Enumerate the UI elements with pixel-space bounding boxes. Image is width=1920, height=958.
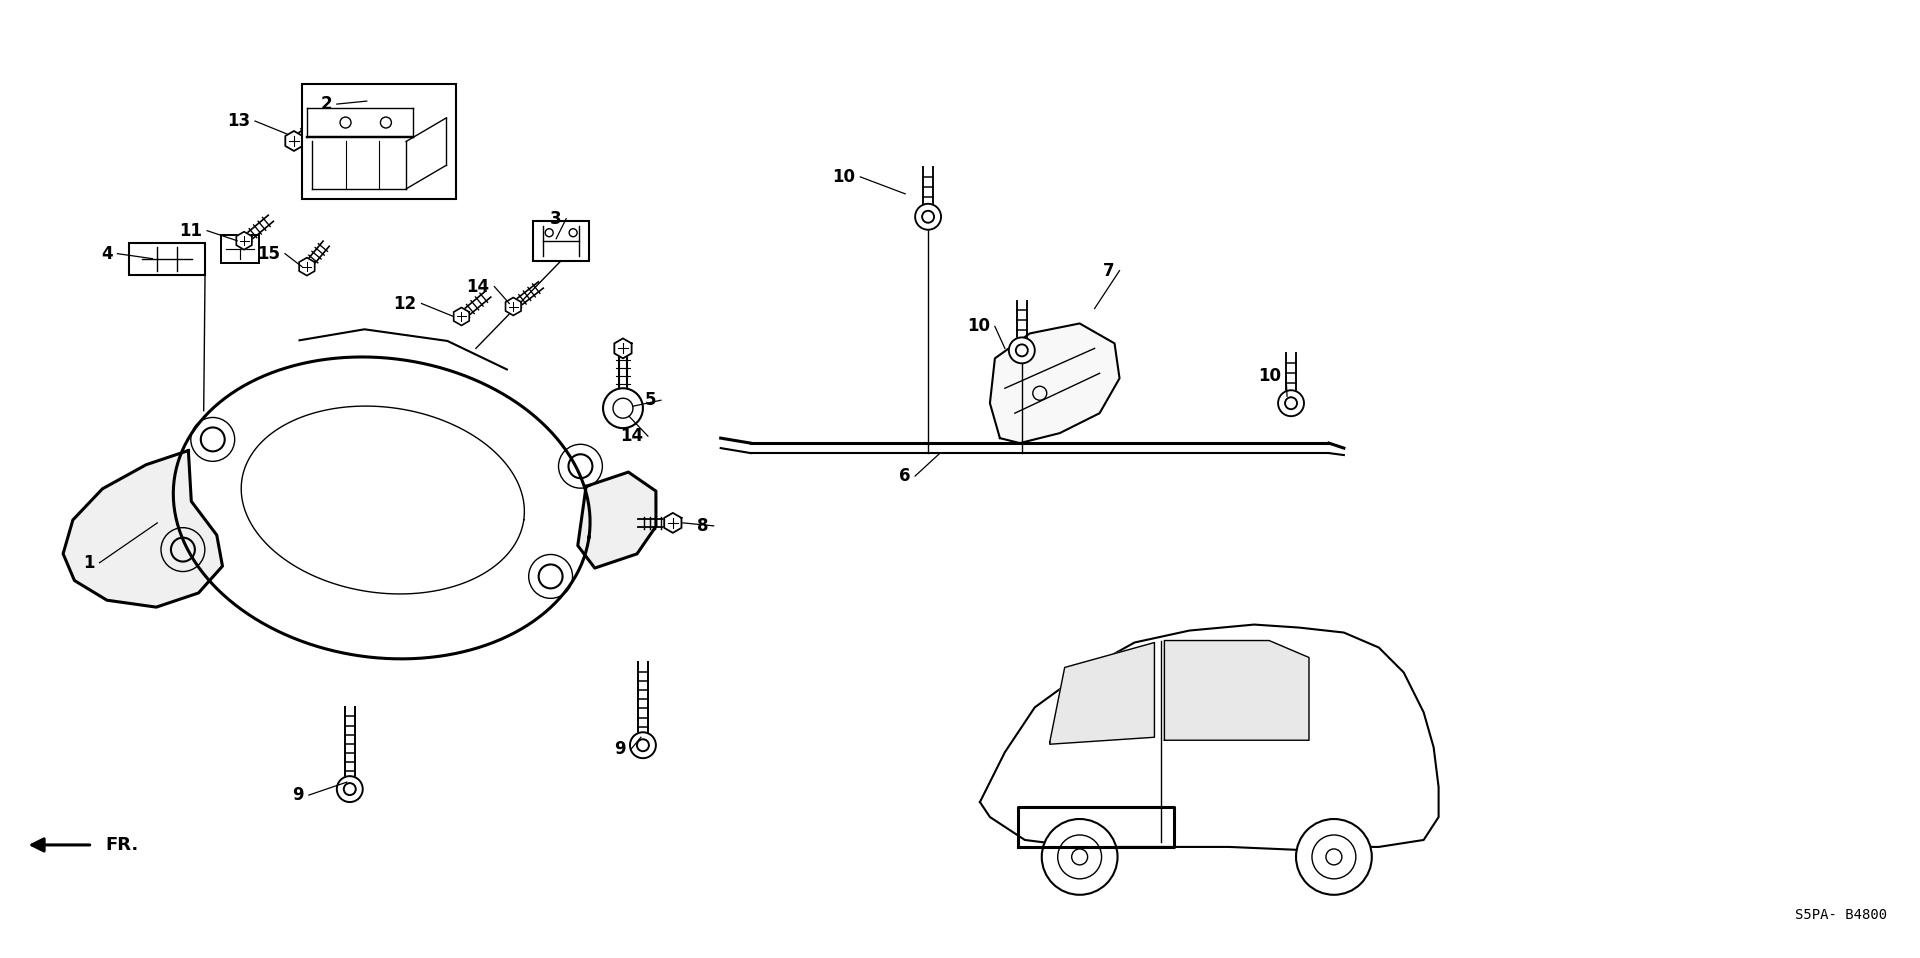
Text: 13: 13 — [227, 112, 250, 130]
Polygon shape — [979, 625, 1438, 850]
Text: 3: 3 — [549, 210, 561, 228]
Text: 1: 1 — [83, 554, 94, 572]
Circle shape — [630, 732, 657, 758]
Text: 8: 8 — [697, 517, 708, 535]
Polygon shape — [578, 472, 657, 568]
Circle shape — [1327, 849, 1342, 865]
Circle shape — [603, 388, 643, 428]
Polygon shape — [991, 324, 1119, 444]
Polygon shape — [286, 131, 303, 151]
Text: 15: 15 — [257, 244, 280, 262]
Polygon shape — [664, 513, 682, 533]
Text: 9: 9 — [292, 787, 303, 804]
Text: 5: 5 — [645, 391, 657, 409]
Text: 2: 2 — [321, 95, 332, 113]
Bar — [301, 84, 457, 199]
Bar — [534, 220, 589, 261]
Text: 9: 9 — [614, 741, 626, 758]
Polygon shape — [614, 338, 632, 358]
Bar — [129, 242, 205, 275]
Polygon shape — [1050, 643, 1154, 744]
Polygon shape — [453, 308, 468, 326]
Text: 4: 4 — [102, 244, 113, 262]
Circle shape — [336, 776, 363, 802]
Text: 6: 6 — [899, 467, 910, 485]
Circle shape — [916, 204, 941, 230]
Text: 14: 14 — [620, 427, 643, 445]
Text: 14: 14 — [467, 278, 490, 296]
Polygon shape — [1164, 641, 1309, 741]
Circle shape — [1071, 849, 1087, 865]
Circle shape — [1279, 390, 1304, 416]
Text: 11: 11 — [179, 221, 202, 240]
Bar — [221, 235, 259, 262]
Text: 10: 10 — [968, 317, 991, 335]
Text: 10: 10 — [831, 168, 854, 186]
Polygon shape — [300, 258, 315, 276]
Circle shape — [1008, 337, 1035, 363]
Circle shape — [1043, 819, 1117, 895]
Polygon shape — [505, 298, 520, 315]
Text: 12: 12 — [394, 294, 417, 312]
Text: 10: 10 — [1258, 367, 1281, 385]
Text: FR.: FR. — [106, 836, 138, 854]
Polygon shape — [63, 450, 223, 607]
Text: S5PA- B4800: S5PA- B4800 — [1795, 908, 1887, 922]
Polygon shape — [236, 232, 252, 250]
Circle shape — [1296, 819, 1371, 895]
Text: 7: 7 — [1102, 262, 1114, 280]
